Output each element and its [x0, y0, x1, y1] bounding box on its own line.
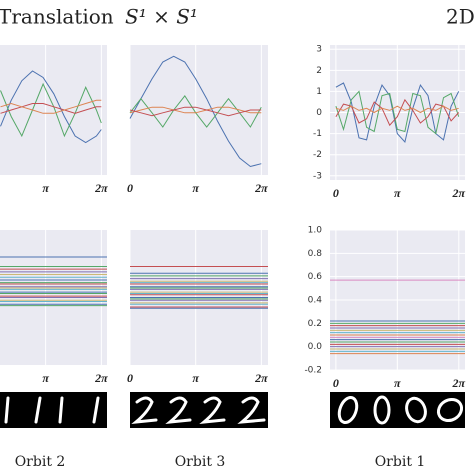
panel: π 2π	[0, 45, 108, 195]
x-tick-label: 2π	[94, 181, 108, 195]
x-tick-label: π	[42, 181, 49, 195]
x-tick-label: 2π	[94, 371, 108, 385]
y-tick-label: 1.0	[308, 226, 323, 236]
caption: Orbit 1	[375, 454, 426, 470]
panel: 0 π 2π	[127, 230, 268, 385]
header-middle: S¹ × S¹	[125, 5, 198, 29]
x-tick-label: π	[394, 186, 401, 200]
series-line	[0, 99, 102, 114]
series-line	[335, 82, 460, 144]
x-tick-label: π	[192, 371, 199, 385]
plot-background	[0, 45, 107, 175]
y-tick-label: 0.8	[308, 249, 323, 259]
plot-background	[130, 45, 268, 175]
series-line	[335, 98, 460, 127]
y-tick-label: 2	[316, 66, 322, 76]
x-tick-label: π	[394, 376, 401, 390]
y-tick-label: 0	[316, 108, 322, 118]
x-tick-label: 2π	[254, 371, 268, 385]
panel: π 2π	[0, 230, 108, 385]
series-line	[335, 90, 460, 135]
series-line	[0, 103, 102, 114]
series-line	[0, 70, 102, 144]
x-tick-label: 0	[127, 181, 133, 195]
caption: Orbit 3	[175, 454, 226, 470]
caption: Orbit 2	[15, 454, 66, 470]
x-tick-label: 0	[333, 376, 339, 390]
x-tick-label: π	[192, 181, 199, 195]
series-line	[129, 106, 262, 114]
y-tick-label: -0.2	[304, 366, 322, 376]
header-left: Translation	[0, 5, 114, 29]
x-tick-label: 2π	[452, 186, 466, 200]
x-tick-label: 2π	[452, 376, 466, 390]
panel: 0 π 2π -0.2 0.0 0.2 0.4 0.6 0.8 1.0	[304, 226, 465, 390]
x-tick-label: 0	[333, 186, 339, 200]
panel: 0 π 2π -3 -2 -1 0 1 2 3	[313, 45, 466, 200]
y-tick-label: 3	[316, 45, 322, 55]
y-tick-label: 0.2	[308, 319, 322, 329]
panel: 0 π 2π	[127, 45, 268, 195]
y-tick-label: 1	[316, 87, 322, 97]
x-tick-label: 2π	[254, 181, 268, 195]
series-line	[129, 55, 262, 168]
y-tick-label: -3	[313, 171, 322, 181]
y-tick-label: 0.0	[308, 342, 323, 352]
y-tick-label: 0.4	[308, 296, 323, 306]
image-strip	[0, 392, 465, 428]
series-line	[335, 105, 459, 114]
series-line	[129, 106, 262, 117]
y-tick-label: 0.6	[308, 272, 323, 282]
y-tick-label: -1	[313, 129, 322, 139]
x-tick-label: 0	[127, 371, 133, 385]
y-tick-label: -2	[313, 150, 322, 160]
header-right: 2D	[446, 5, 474, 29]
x-tick-label: π	[42, 371, 49, 385]
